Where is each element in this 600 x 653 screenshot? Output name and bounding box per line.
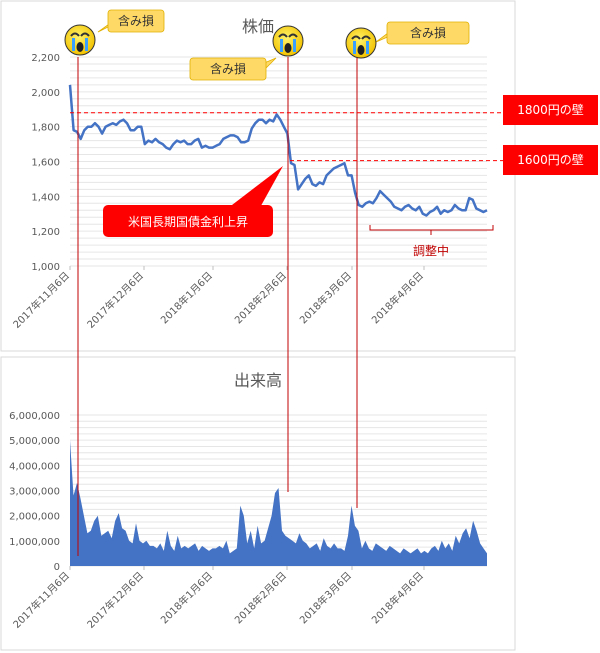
- volume-y-tick-label: 4,000,000: [9, 461, 60, 472]
- volume-y-tick-label: 5,000,000: [9, 436, 60, 447]
- wall-1800-box: [503, 95, 598, 125]
- crying-face-icon-left-eye: [351, 35, 361, 40]
- crying-face-icon-mouth: [357, 45, 365, 55]
- price-y-tick-label: 1,000: [31, 262, 60, 273]
- volume-y-tick-label: 0: [54, 562, 60, 573]
- rate-rise-box: [103, 205, 273, 237]
- price-y-tick-label: 1,400: [31, 192, 60, 203]
- loss-callout-3-label: 含み損: [410, 25, 446, 40]
- price-y-tick-label: 1,200: [31, 227, 60, 238]
- loss-callout-3-box: [386, 21, 470, 45]
- crying-face-icon-right-tear: [85, 38, 88, 51]
- crying-face-icon-left-tear: [280, 39, 283, 52]
- volume-y-tick-label: 1,000,000: [9, 537, 60, 548]
- crying-face-icon-right-eye: [288, 33, 298, 38]
- crying-face-icon-right-eye: [80, 32, 90, 37]
- volume-y-tick-label: 6,000,000: [9, 411, 60, 422]
- price-y-tick-label: 2,000: [31, 88, 60, 99]
- price-y-tick-label: 2,200: [31, 53, 60, 64]
- price-chart-title: 株価: [242, 17, 274, 36]
- volume-y-tick-label: 3,000,000: [9, 487, 60, 498]
- volume-y-tick-label: 2,000,000: [9, 512, 60, 523]
- price-y-tick-label: 1,800: [31, 123, 60, 134]
- loss-callout-2-label: 含み損: [210, 61, 246, 76]
- crying-face-icon-right-tear: [366, 41, 369, 54]
- adjusting-label: 調整中: [413, 243, 449, 258]
- crying-face-icon-mouth: [284, 43, 292, 53]
- wall-1600-label: 1600円の壁: [517, 152, 584, 167]
- crying-face-icon-left-eye: [70, 32, 80, 37]
- crying-face-icon-right-tear: [293, 39, 296, 52]
- volume-chart-title: 出来高: [234, 371, 282, 390]
- volume-y-axis: 0 1,000,000 2,000,000 3,000,000 4,000,000 5,0…: [9, 411, 60, 573]
- crying-face-icon-left-tear: [353, 41, 356, 54]
- loss-callout-1-box: [107, 9, 165, 33]
- crying-face-icon-right-eye: [361, 35, 371, 40]
- volume-series-area: [70, 440, 487, 566]
- price-y-axis: 1,000 1,200 1,400 1,600 1,800 2,000 2,200: [31, 53, 60, 273]
- rate-rise-label: 米国長期国債金利上昇: [128, 214, 248, 229]
- crying-face-icon-left-tear: [72, 38, 75, 51]
- price-y-tick-label: 1,600: [31, 158, 60, 169]
- loss-callout-2-box: [189, 57, 267, 81]
- crying-face-icon-mouth: [76, 42, 84, 52]
- wall-1800-label: 1800円の壁: [517, 102, 584, 117]
- wall-1600-box: [503, 145, 598, 175]
- price-series-line: [68, 84, 488, 217]
- crying-face-icon-left-eye: [278, 33, 288, 38]
- loss-callout-1-label: 含み損: [118, 13, 154, 28]
